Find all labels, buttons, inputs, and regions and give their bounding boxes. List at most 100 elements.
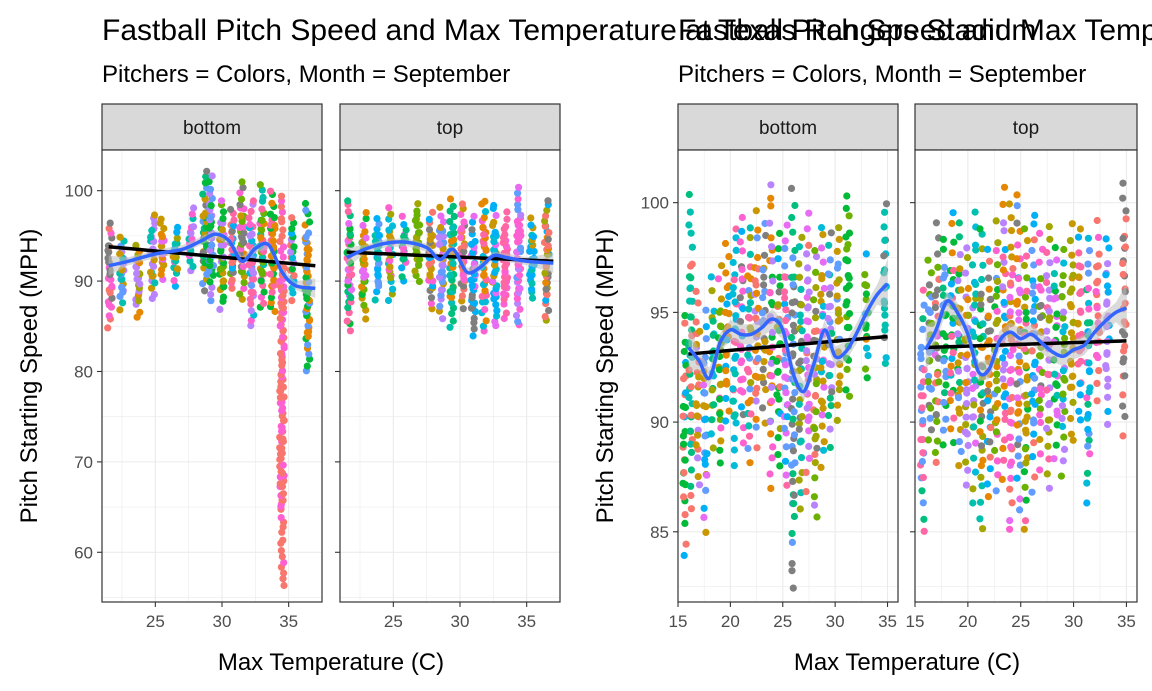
data-point — [216, 305, 224, 313]
data-point — [977, 300, 985, 309]
data-point — [219, 215, 227, 223]
data-point — [783, 481, 791, 489]
data-point — [278, 423, 286, 431]
data-point — [1058, 422, 1067, 431]
data-point — [469, 332, 477, 340]
data-point — [803, 333, 811, 341]
data-point — [1007, 243, 1015, 251]
data-point — [803, 250, 811, 258]
data-point — [1001, 402, 1009, 410]
data-point — [1013, 421, 1021, 429]
data-point — [702, 415, 710, 423]
data-point — [1005, 200, 1014, 208]
data-point — [819, 231, 827, 239]
data-point — [1030, 419, 1038, 427]
facet-strip-label: bottom — [759, 118, 817, 139]
data-point — [993, 277, 1002, 285]
data-point — [305, 229, 313, 237]
data-point — [739, 305, 747, 313]
data-point — [1001, 246, 1009, 254]
data-point — [249, 289, 257, 297]
data-point — [811, 247, 819, 255]
data-point — [1069, 261, 1077, 269]
data-point — [1045, 401, 1053, 409]
data-point — [1000, 258, 1008, 266]
data-point — [760, 358, 768, 366]
data-point — [745, 432, 754, 440]
data-point — [493, 312, 501, 320]
data-point — [437, 286, 446, 294]
y-tick-label: 60 — [74, 543, 93, 562]
data-point — [746, 459, 754, 467]
data-point — [1035, 258, 1043, 266]
data-point — [732, 419, 740, 427]
data-point — [1061, 407, 1069, 415]
data-point — [516, 284, 524, 293]
data-point — [817, 397, 826, 405]
data-point — [1020, 468, 1028, 476]
data-point — [731, 354, 739, 362]
data-point — [218, 226, 226, 234]
data-point — [939, 426, 948, 434]
data-point — [1021, 445, 1029, 453]
data-point — [438, 267, 446, 275]
x-tick-label: 20 — [721, 612, 740, 631]
data-point — [845, 392, 854, 400]
data-point — [1084, 410, 1092, 419]
data-point — [288, 254, 297, 262]
data-point — [1006, 525, 1014, 533]
data-point — [118, 283, 126, 291]
chart-subtitle: Pitchers = Colors, Month = September — [678, 61, 1086, 88]
data-point — [781, 300, 789, 308]
data-point — [721, 308, 730, 317]
data-point — [147, 233, 155, 241]
data-point — [458, 200, 466, 208]
data-point — [398, 212, 406, 220]
data-point — [745, 368, 753, 376]
data-point — [962, 458, 970, 466]
data-point — [446, 323, 454, 331]
data-point — [258, 186, 266, 194]
data-point — [543, 291, 551, 299]
data-point — [950, 414, 958, 422]
x-tick-label: 30 — [213, 612, 232, 631]
facet-panel-bottom: bottom 15 20 25 30 35 85 90 95 100 — [641, 103, 899, 631]
data-point — [687, 440, 695, 448]
data-point — [1075, 249, 1083, 257]
data-point — [1015, 316, 1023, 324]
data-point — [810, 327, 819, 336]
data-point — [1028, 289, 1037, 297]
data-point — [1104, 375, 1112, 383]
data-point — [389, 285, 397, 293]
data-point — [722, 269, 730, 277]
data-point — [1093, 279, 1101, 287]
data-point — [833, 416, 841, 424]
data-point — [1023, 237, 1032, 245]
data-point — [1122, 207, 1130, 215]
data-point — [820, 446, 828, 454]
data-point — [993, 416, 1001, 424]
data-point — [716, 395, 724, 403]
data-point — [968, 384, 977, 392]
data-point — [700, 513, 708, 522]
data-point — [827, 361, 836, 369]
data-point — [932, 411, 940, 419]
data-point — [788, 273, 796, 281]
data-point — [481, 197, 489, 205]
data-point — [826, 443, 834, 452]
data-point — [992, 247, 1000, 255]
data-point — [685, 190, 693, 199]
data-point — [702, 306, 710, 314]
data-point — [752, 207, 760, 215]
data-point — [482, 317, 490, 325]
data-point — [492, 301, 500, 309]
data-point — [450, 236, 458, 244]
data-point — [1051, 244, 1059, 252]
data-point — [688, 260, 696, 268]
data-point — [1015, 275, 1023, 283]
data-point — [446, 195, 455, 203]
data-point — [992, 428, 1001, 436]
data-point — [415, 229, 423, 237]
data-point — [189, 262, 197, 271]
data-point — [236, 201, 244, 209]
